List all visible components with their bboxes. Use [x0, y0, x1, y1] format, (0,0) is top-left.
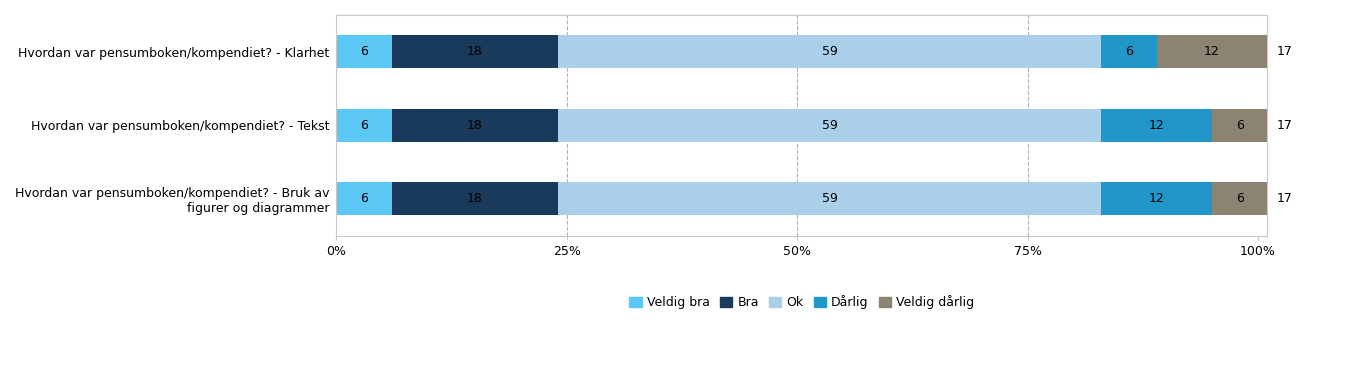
Bar	[1101, 182, 1211, 215]
Text: 18: 18	[467, 192, 483, 205]
Text: 6: 6	[1236, 192, 1244, 205]
Bar	[391, 35, 557, 68]
Bar	[336, 182, 391, 215]
Bar	[1101, 35, 1156, 68]
Text: 17: 17	[1276, 45, 1292, 58]
Bar	[557, 109, 1101, 142]
Bar	[336, 109, 391, 142]
Text: 6: 6	[1125, 45, 1133, 58]
Bar	[1211, 182, 1267, 215]
Text: 6: 6	[360, 45, 368, 58]
Legend: Veldig bra, Bra, Ok, Dårlig, Veldig dårlig: Veldig bra, Bra, Ok, Dårlig, Veldig dårl…	[625, 290, 979, 314]
Bar	[1156, 35, 1267, 68]
Text: 17: 17	[1276, 192, 1292, 205]
Text: 18: 18	[467, 119, 483, 132]
Text: 12: 12	[1205, 45, 1219, 58]
Bar	[557, 35, 1101, 68]
Text: 59: 59	[822, 119, 838, 132]
Text: 59: 59	[822, 192, 838, 205]
Text: 17: 17	[1276, 119, 1292, 132]
Bar	[557, 182, 1101, 215]
Text: 6: 6	[360, 192, 368, 205]
Bar	[1211, 109, 1267, 142]
Bar	[391, 109, 557, 142]
Bar	[391, 182, 557, 215]
Text: 6: 6	[360, 119, 368, 132]
Text: 6: 6	[1236, 119, 1244, 132]
Bar	[336, 35, 391, 68]
Text: 18: 18	[467, 45, 483, 58]
Text: 59: 59	[822, 45, 838, 58]
Text: 12: 12	[1149, 192, 1164, 205]
Text: 12: 12	[1149, 119, 1164, 132]
Bar	[1101, 109, 1211, 142]
